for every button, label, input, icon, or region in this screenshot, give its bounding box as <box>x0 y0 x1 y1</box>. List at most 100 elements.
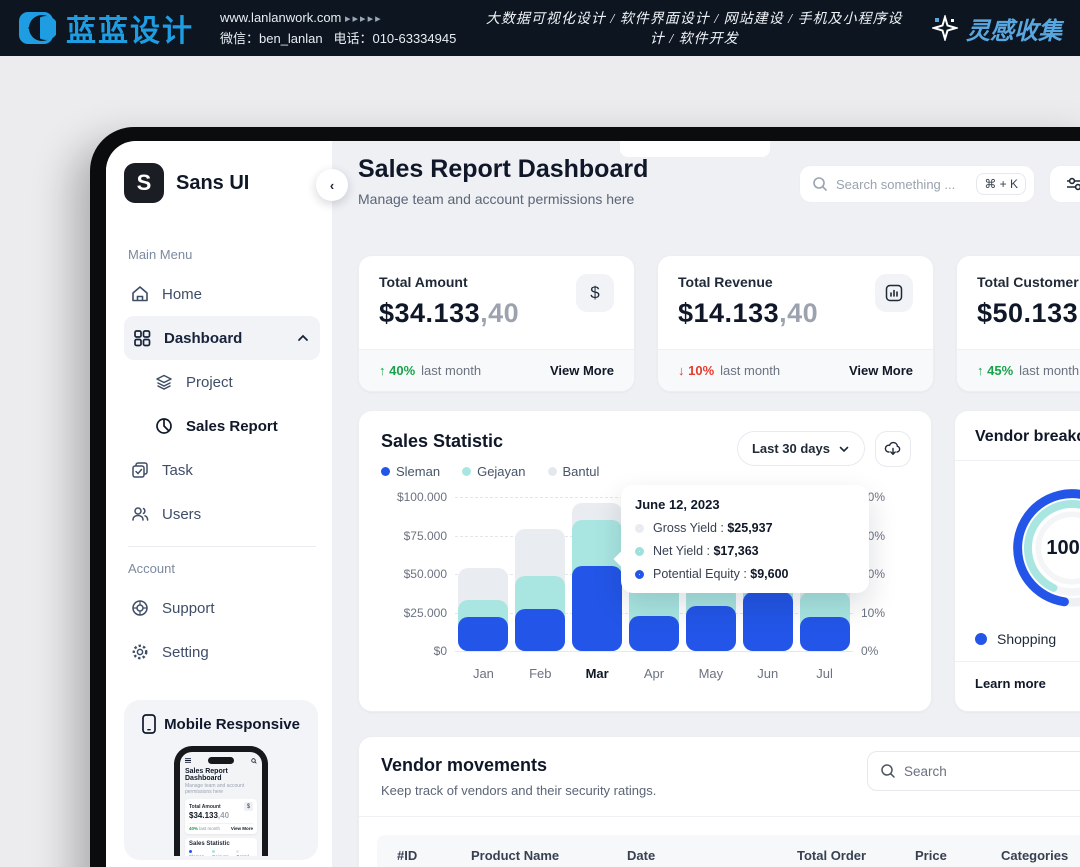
phone-dollar-icon: $ <box>244 802 253 811</box>
donut-chart: 100% <box>997 473 1080 623</box>
brand-logo-icon: S <box>124 163 164 203</box>
vendor-breakdown-title: Vendor breakdown <box>955 411 1080 461</box>
sidebar-item-home[interactable]: Home <box>124 272 320 316</box>
x-axis-label: May <box>698 666 724 681</box>
dashboard-screen: S Sans UI Main Menu Home Dashboard <box>106 141 1080 867</box>
delta-arrow: ↑ <box>379 363 386 378</box>
phone-view-more[interactable]: View More <box>230 826 253 831</box>
sidebar-item-task[interactable]: Task <box>124 448 320 492</box>
dollar-icon: $ <box>576 274 614 312</box>
stat-card-total-amount: Total Amount $34.133,40 $ ↑ 40% last mon… <box>358 255 635 392</box>
sidebar-item-label: Home <box>162 285 203 303</box>
sidebar-item-dashboard[interactable]: Dashboard <box>124 316 320 360</box>
arrows-decoration: ▸▸▸▸▸ <box>345 13 383 25</box>
sparkle-icon <box>932 15 958 41</box>
sidebar-item-sales-report[interactable]: Sales Report <box>124 404 320 448</box>
sidebar-item-label: Project <box>186 373 233 391</box>
sidebar-item-label: Dashboard <box>164 329 243 347</box>
sidebar: S Sans UI Main Menu Home Dashboard <box>106 141 332 867</box>
vendor-movements-title: Vendor movements <box>381 755 548 775</box>
global-search[interactable]: ⌘ + K <box>799 165 1035 203</box>
pie-chart-icon <box>156 418 172 434</box>
phone-chart-title: Sales Statistic <box>189 841 230 847</box>
customize-button[interactable]: Cu <box>1049 165 1080 203</box>
sidebar-item-project[interactable]: Project <box>124 360 320 404</box>
x-axis-label: Jan <box>472 666 494 681</box>
bar-sleman-apr <box>628 615 679 651</box>
sidebar-item-label: Sales Report <box>186 417 278 435</box>
date-range-dropdown[interactable]: Last 30 days <box>736 431 865 466</box>
vendor-movements-subtitle: Keep track of vendors and their security… <box>381 783 657 798</box>
view-more-link[interactable]: View More <box>848 363 913 378</box>
search-icon <box>251 757 257 764</box>
table-search[interactable] <box>867 751 1080 791</box>
shortcut-badge: ⌘ + K <box>976 173 1026 195</box>
sidebar-item-users[interactable]: Users <box>124 492 320 536</box>
sidebar-item-setting[interactable]: Setting <box>124 630 320 674</box>
x-axis-label: Mar <box>585 666 609 681</box>
search-input[interactable] <box>836 176 969 192</box>
bar-sleman-jul <box>799 617 850 651</box>
mobile-responsive-card: Mobile Responsive Sales Report Dashboard… <box>124 700 318 860</box>
column-header: Product Name <box>471 847 560 863</box>
banner-collect[interactable]: 灵感收集 <box>932 11 1062 46</box>
phone-chart-legend: Sleman Gejayan Bantul <box>189 849 253 856</box>
sidebar-item-support[interactable]: Support <box>124 586 320 630</box>
banner-logo: 蓝蓝设计 <box>18 6 194 50</box>
column-header: #ID <box>397 847 418 863</box>
gridline <box>455 651 853 652</box>
phone-stat-label: Total Amount <box>189 803 221 810</box>
phone-mockup: Sales Report Dashboard Manage team and a… <box>174 746 268 856</box>
sidebar-item-label: Setting <box>162 643 209 661</box>
sidebar-collapse-button[interactable]: ‹ <box>316 169 348 201</box>
y-axis-tick: $50.000 <box>403 567 447 581</box>
bar-group-feb[interactable]: Feb <box>512 497 569 681</box>
phone-notch <box>208 757 234 764</box>
sidebar-item-label: Users <box>162 505 202 523</box>
chart-legend: Sleman Gejayan Bantul <box>381 464 909 479</box>
learn-more-link[interactable]: Learn more <box>955 661 1080 705</box>
download-chart-button[interactable] <box>875 431 911 467</box>
view-more-link[interactable]: View More <box>549 363 614 378</box>
stat-card-total-revenue: Total Revenue $14.133,40 ↓ 10% last mont… <box>657 255 934 392</box>
phone-stat-card: Total Amount $ $34.133,40 40% last month… <box>185 799 257 834</box>
chart-title: Sales Statistic <box>381 431 504 451</box>
banner-wechat: 微信：ben_lanlan <box>220 31 323 46</box>
bar-sleman-jun <box>742 592 793 651</box>
stat-label: Total Amount <box>379 274 468 290</box>
stat-period: last month <box>720 363 781 378</box>
x-axis-label: Jun <box>757 666 779 681</box>
mobile-card-title: Mobile Responsive <box>164 715 300 733</box>
legend-dot-shopping <box>975 633 987 645</box>
bar-group-mar[interactable]: Mar <box>569 497 626 681</box>
page-subtitle: Manage team and account permissions here <box>358 191 635 207</box>
column-header: Categories <box>1001 847 1069 863</box>
search-icon <box>881 764 895 778</box>
chevron-down-icon <box>839 446 849 452</box>
bar-group-jan[interactable]: Jan <box>455 497 512 681</box>
bar-sleman-may <box>685 606 736 651</box>
legend-dot-gejayan <box>462 467 472 476</box>
hamburger-icon <box>185 758 191 763</box>
home-icon <box>132 286 148 302</box>
laptop-frame: S Sans UI Main Menu Home Dashboard <box>90 127 1080 867</box>
page-stage: S Sans UI Main Menu Home Dashboard <box>0 56 1080 867</box>
phone-icon <box>142 714 156 734</box>
x-axis-label: Jul <box>816 666 833 681</box>
table-search-input[interactable] <box>904 763 1080 779</box>
sidebar-item-label: Task <box>162 461 193 479</box>
banner-website[interactable]: www.lanlanwork.com <box>220 10 342 25</box>
delta-arrow: ↑ <box>977 363 984 378</box>
donut-center-value: 100% <box>1046 536 1080 559</box>
page-title: Sales Report Dashboard <box>358 155 649 183</box>
table-header-row: #ID Product Name Date Total Order Price Categ… <box>377 835 1080 867</box>
ring-gross-yield <box>635 523 644 533</box>
ring-net-yield <box>635 546 644 556</box>
users-icon <box>132 507 149 521</box>
divider <box>359 816 1080 817</box>
bar-sleman-jan <box>458 617 509 651</box>
banner-phone: 电话：010-63334945 <box>333 31 457 46</box>
cloud-download-icon <box>884 441 901 456</box>
stat-period: last month <box>421 363 482 378</box>
promo-banner: 蓝蓝设计 www.lanlanwork.com ▸▸▸▸▸ 微信：ben_lan… <box>0 0 1080 56</box>
